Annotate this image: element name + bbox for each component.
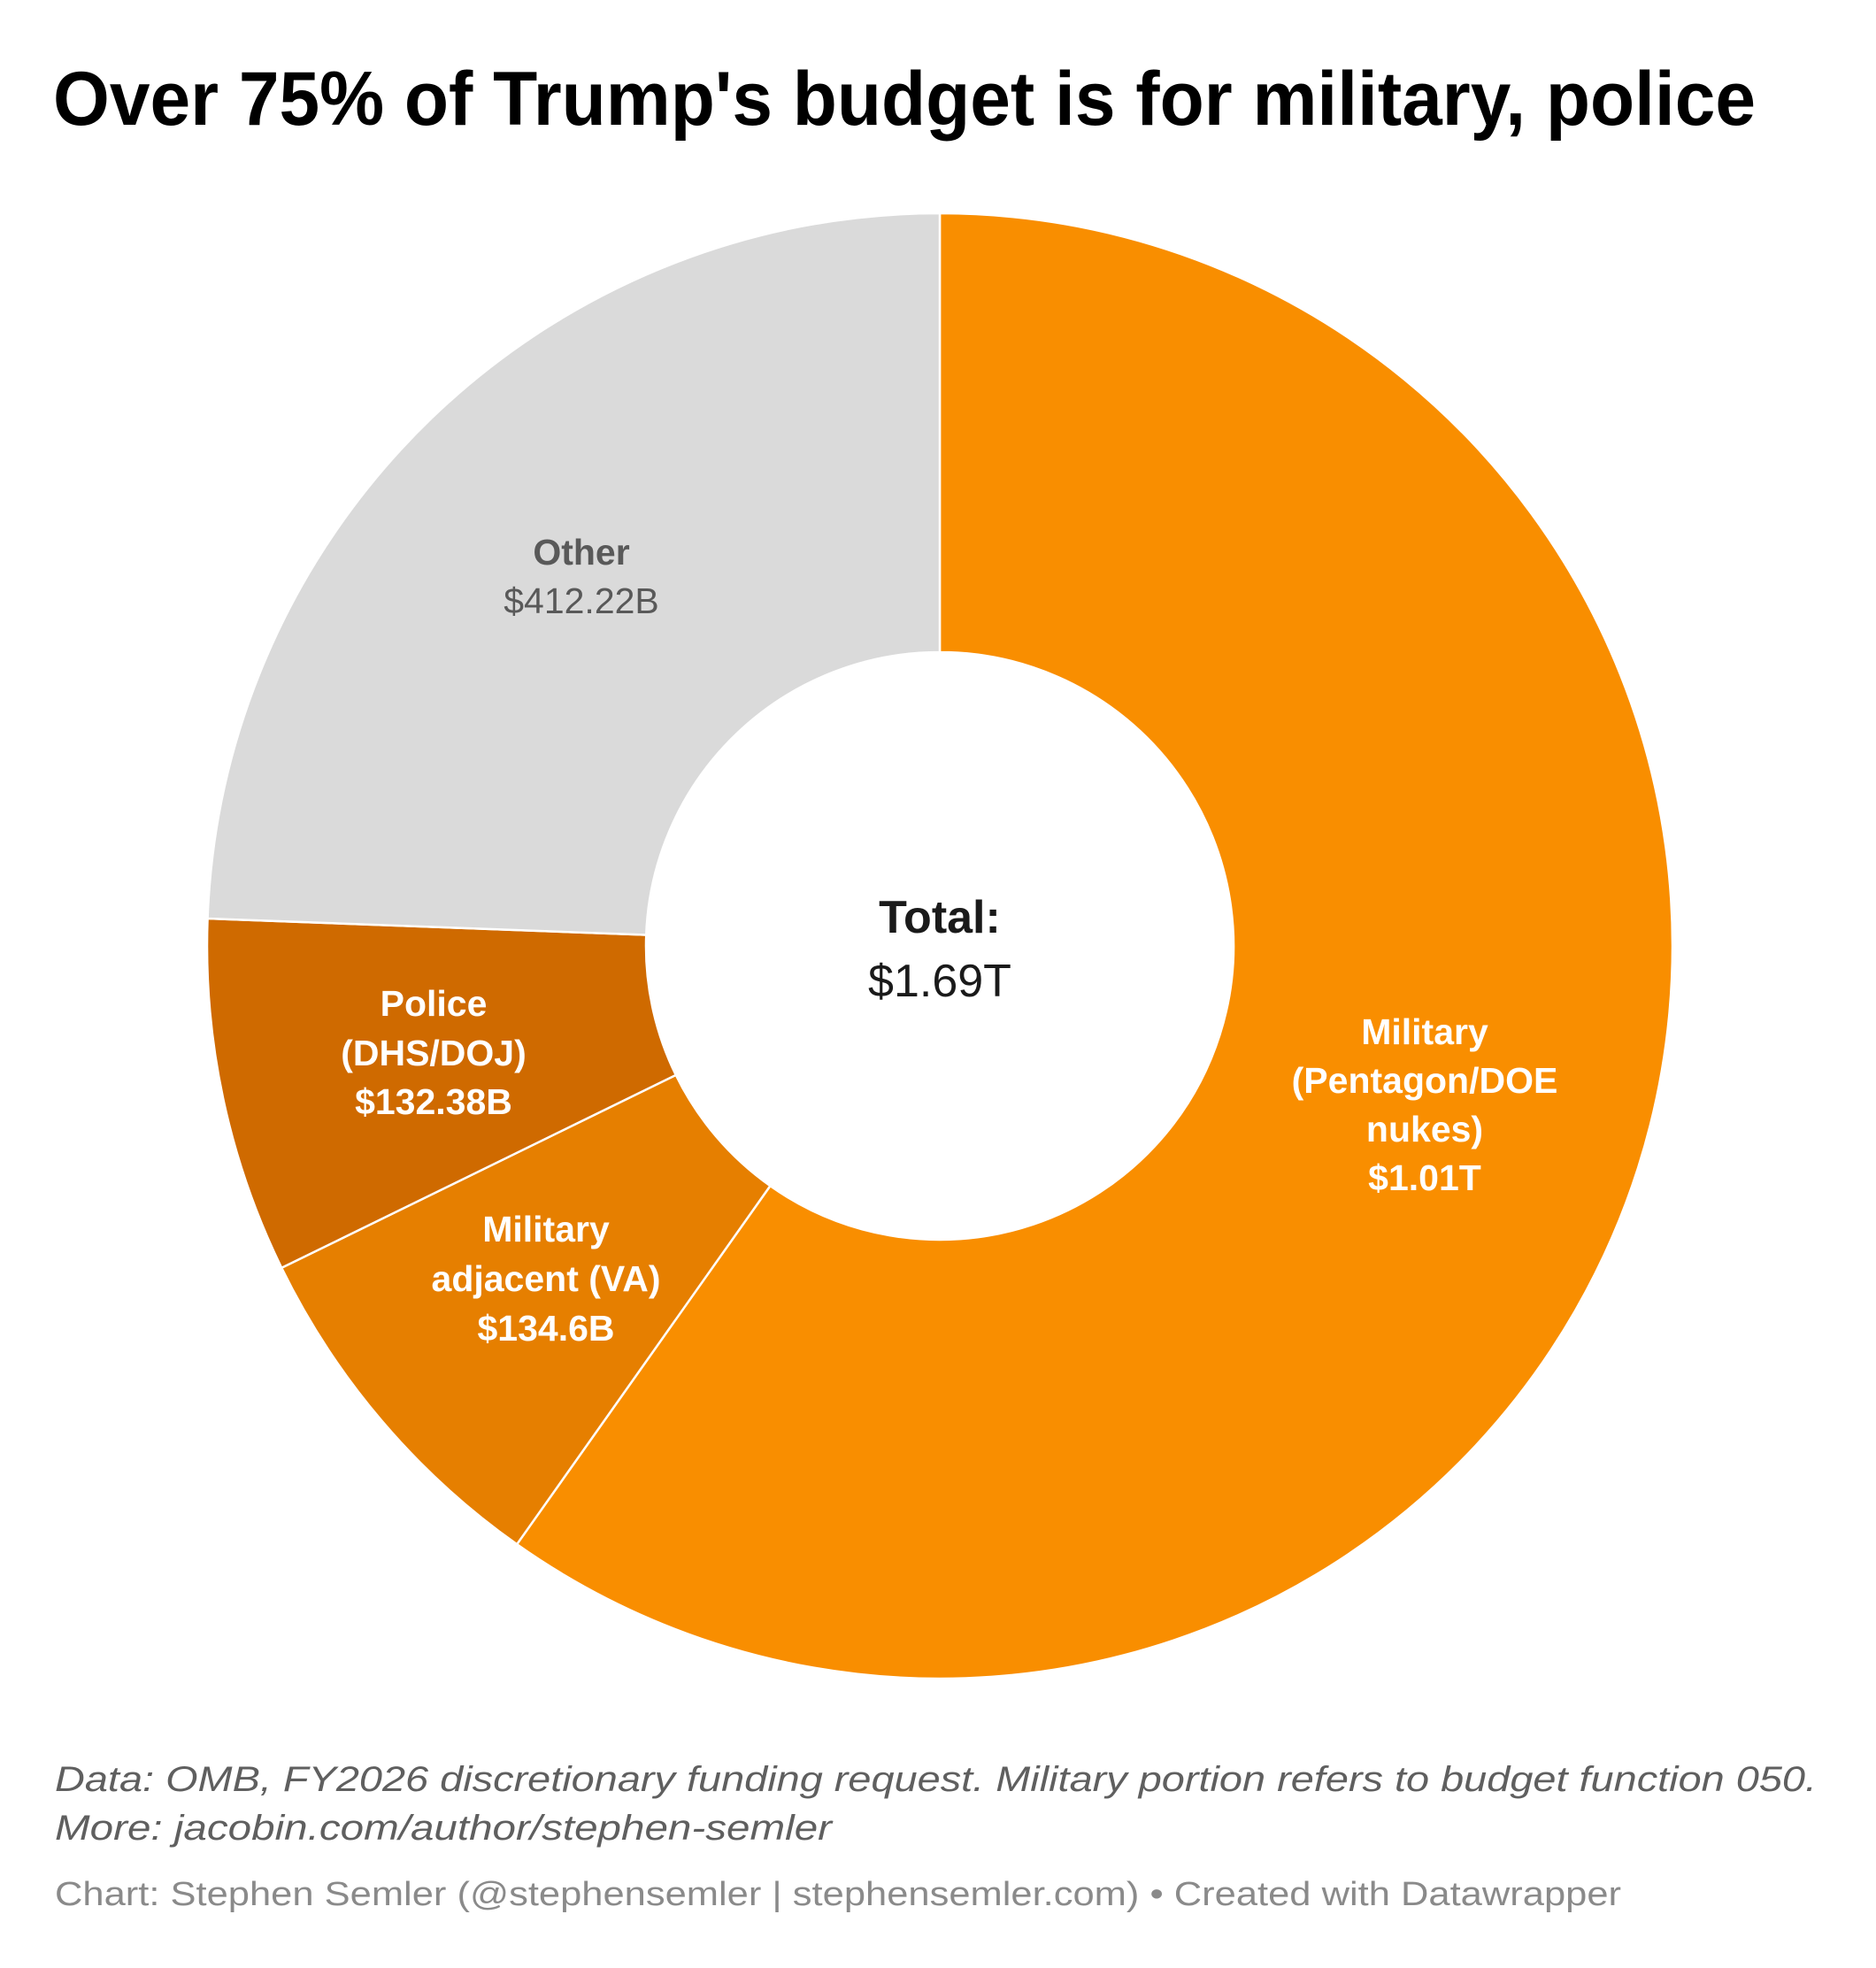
- chart-title: Over 75% of Trump's budget is for milita…: [53, 57, 1756, 142]
- source-note: Data: OMB, FY2026 discretionary funding …: [55, 1760, 1817, 1799]
- center-total-value: $1.69T: [868, 956, 1011, 1007]
- slice-label-military-line-2: (Pentagon/DOE: [1292, 1060, 1558, 1101]
- slice-label-military-line-3: nukes): [1366, 1109, 1483, 1149]
- slice-label-police-line-1: Police: [381, 983, 488, 1024]
- slice-value-other: $412.22B: [504, 580, 659, 621]
- slice-value-va: $134.6B: [477, 1308, 614, 1349]
- donut-slice-military-adjacent-va: [280, 1073, 772, 1546]
- slice-label-va-line-1: Military: [482, 1209, 610, 1249]
- center-total: Total: $1.69T: [868, 892, 1011, 1007]
- center-total-heading: Total:: [879, 892, 1001, 943]
- chart-credit: Chart: Stephen Semler (@stephensemler | …: [55, 1876, 1621, 1913]
- donut-slice-other: [206, 211, 942, 936]
- donut-slices: [205, 211, 1674, 1680]
- slice-label-other: Other $412.22B: [504, 532, 659, 621]
- slice-label-police: Police (DHS/DOJ) $132.38B: [341, 983, 527, 1122]
- slice-value-police: $132.38B: [355, 1081, 512, 1122]
- slice-label-military-adjacent: Military adjacent (VA) $134.6B: [432, 1209, 661, 1349]
- more-link-note: More: jacobin.com/author/stephen-semler: [55, 1809, 834, 1848]
- donut-slice-police-dhs-doj: [205, 917, 678, 1270]
- slice-label-military: Military (Pentagon/DOE nukes) $1.01T: [1292, 1011, 1558, 1198]
- donut-slice-military-pentagon-doe-nukes: [515, 211, 1674, 1680]
- slice-label-va-line-2: adjacent (VA): [432, 1258, 661, 1299]
- slice-label-other-line-1: Other: [533, 532, 629, 573]
- slice-value-military: $1.01T: [1368, 1157, 1481, 1198]
- slice-label-military-line-1: Military: [1361, 1011, 1488, 1052]
- slice-label-police-line-2: (DHS/DOJ): [341, 1033, 527, 1073]
